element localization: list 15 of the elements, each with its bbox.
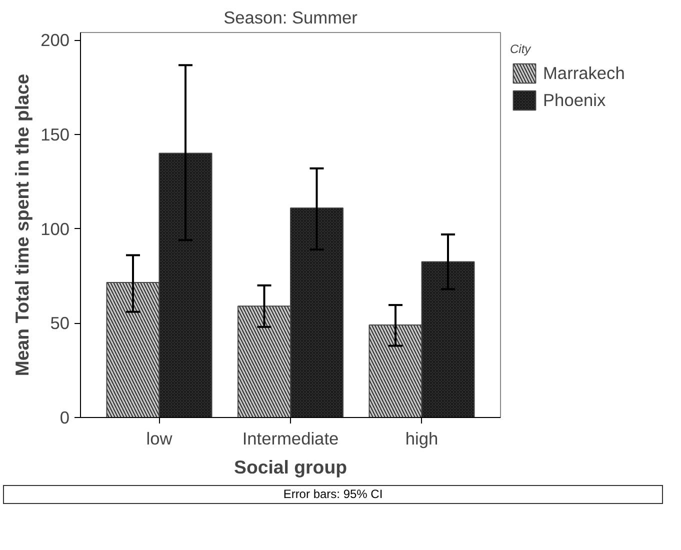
y-tick-label: 50 <box>50 313 70 334</box>
legend-label: Marrakech <box>543 62 625 84</box>
y-tick-label: 100 <box>40 218 70 239</box>
y-tick-label: 150 <box>40 124 70 144</box>
x-tick-label: Intermediate <box>242 428 339 448</box>
x-tick-label: high <box>405 428 438 448</box>
legend-label: Phoenix <box>543 90 606 110</box>
x-axis-title: Social group <box>234 456 348 478</box>
y-axis-title: Mean Total time spent in the place <box>12 74 33 376</box>
chart-title: Season: Summer <box>224 8 358 28</box>
x-tick-label: low <box>146 428 173 448</box>
y-tick-label: 0 <box>60 408 70 428</box>
y-tick-label: 200 <box>40 30 70 50</box>
text: Error bars: 95% CI <box>283 486 383 503</box>
legend-title: City <box>510 42 532 56</box>
